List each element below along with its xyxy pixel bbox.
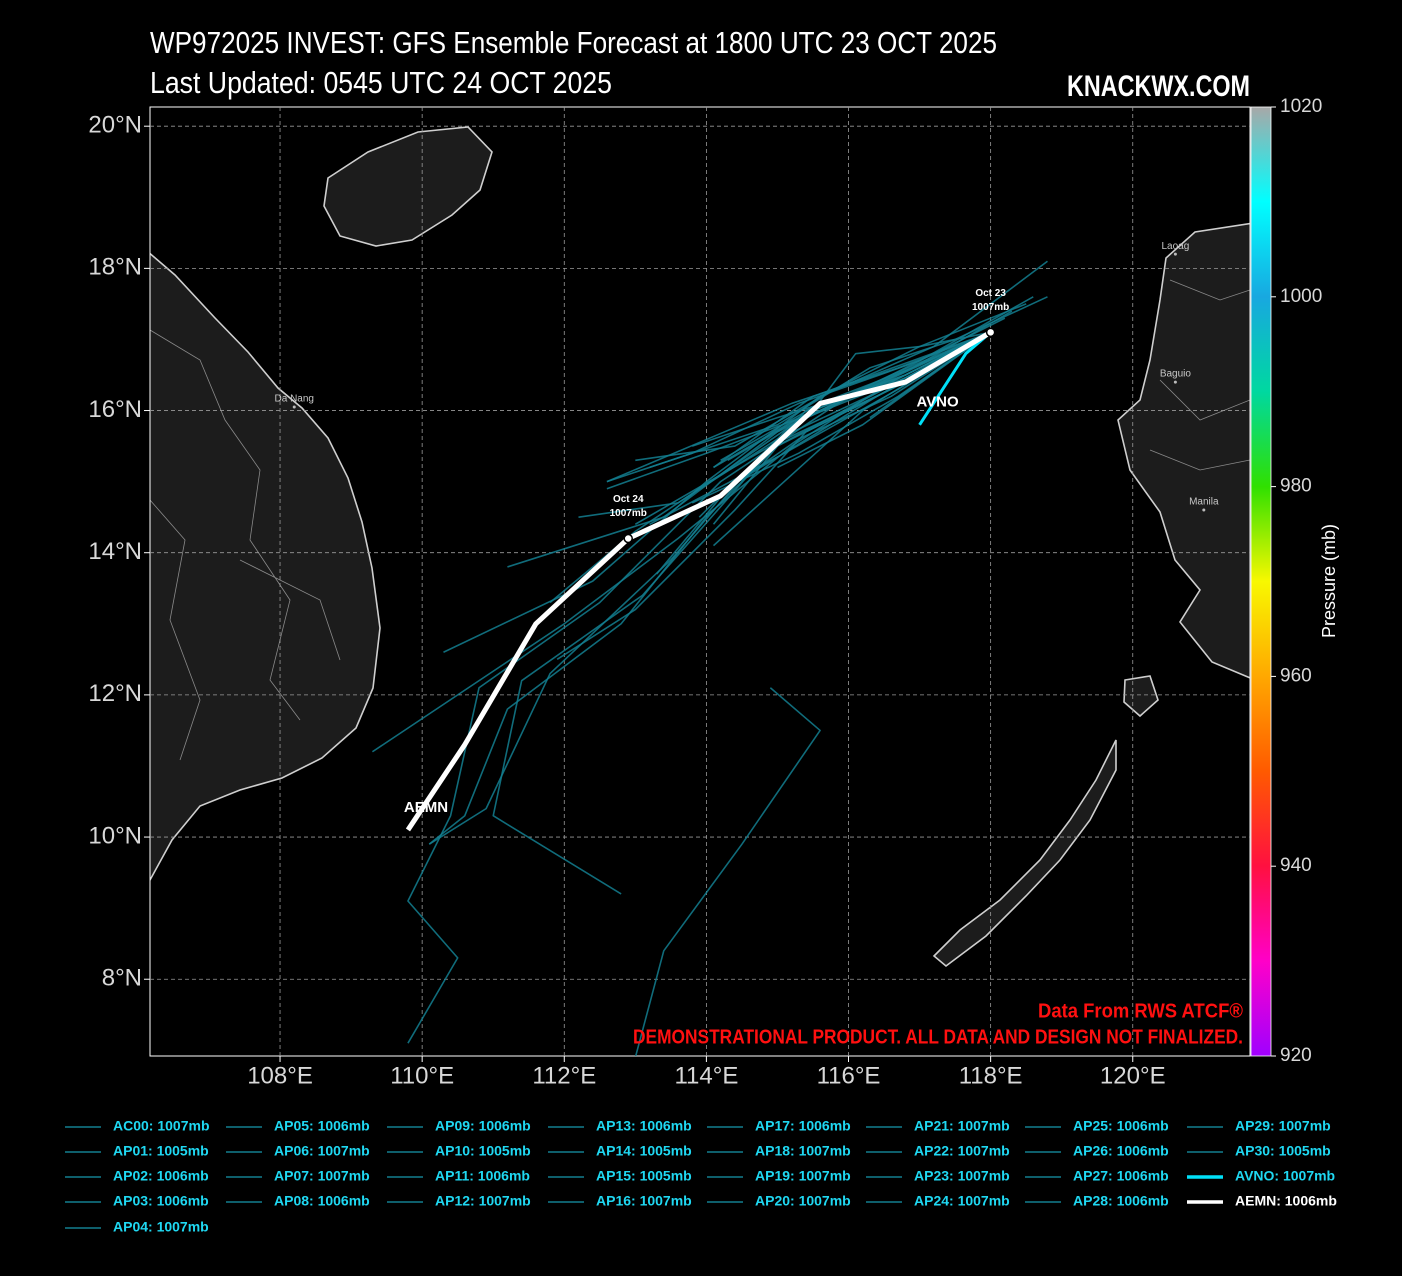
x-tick-label: 116°E	[817, 1062, 881, 1089]
track	[691, 331, 992, 504]
legend-label: AP21: 1007mb	[914, 1118, 1010, 1134]
legend-label: AP10: 1005mb	[435, 1143, 531, 1159]
legend-label: AP29: 1007mb	[1235, 1118, 1331, 1134]
land-palawan	[932, 739, 1117, 968]
track	[727, 331, 991, 461]
legend-label: AP02: 1006mb	[113, 1168, 209, 1184]
track-label: AVNO	[916, 394, 959, 411]
y-tick-label: 8°N	[102, 965, 142, 992]
x-tick-label: 114°E	[674, 1062, 738, 1089]
colorbar-label: Pressure (mb)	[1319, 524, 1339, 638]
track	[405, 330, 992, 832]
plot-frame	[149, 106, 1251, 1057]
legend-label: AP14: 1005mb	[596, 1143, 692, 1159]
date-marker	[623, 533, 633, 544]
land-mindoro	[1123, 675, 1159, 718]
marker-pressure: 1007mb	[610, 508, 647, 519]
city-dot	[1202, 508, 1206, 512]
legend-label: AVNO: 1007mb	[1235, 1168, 1335, 1184]
city-label: Baguio	[1160, 369, 1192, 380]
legend-label: AP12: 1007mb	[435, 1193, 531, 1209]
legend-label: AP16: 1007mb	[596, 1193, 692, 1209]
legend-label: AP20: 1007mb	[755, 1193, 851, 1209]
tracks	[371, 260, 1048, 1056]
x-tick-label: 112°E	[532, 1062, 596, 1089]
x-tick-label: 120°E	[1100, 1062, 1166, 1089]
track-label: AEMN	[404, 799, 448, 816]
colorbar-tick-label: 920	[1280, 1045, 1312, 1066]
city-label: Manila	[1189, 497, 1219, 508]
brand: KNACKWX.COM	[1067, 70, 1250, 103]
colorbar-tick-label: 1020	[1280, 96, 1322, 117]
legend-label: AP15: 1005mb	[596, 1168, 692, 1184]
legend-label: AP17: 1006mb	[755, 1118, 851, 1134]
colorbar	[1250, 106, 1272, 1057]
date-marker	[985, 327, 996, 338]
y-tick-label: 18°N	[88, 254, 142, 281]
colorbar-tick-label: 960	[1280, 665, 1312, 686]
legend-label: AP25: 1006mb	[1073, 1118, 1169, 1134]
legend-label: AP08: 1006mb	[274, 1193, 370, 1209]
x-tick-label: 110°E	[390, 1062, 454, 1089]
source-note: Data From RWS ATCF®	[1038, 1000, 1243, 1022]
legend-label: AP26: 1006mb	[1073, 1143, 1169, 1159]
y-tick-label: 10°N	[88, 822, 142, 849]
legend-label: AP07: 1007mb	[274, 1168, 370, 1184]
city-label: Laoag	[1161, 241, 1189, 252]
track	[634, 687, 821, 1056]
city-dot	[292, 405, 296, 409]
colorbar-tick-label: 980	[1280, 476, 1312, 497]
city-dot	[1173, 252, 1177, 256]
grid	[150, 107, 1250, 1056]
land-luzon	[1117, 222, 1250, 679]
track	[407, 331, 991, 1044]
marker-date: Oct 23	[975, 288, 1006, 299]
x-tick-label: 108°E	[247, 1062, 313, 1089]
colorbar-tick-label: 940	[1280, 855, 1312, 876]
track	[713, 331, 991, 469]
legend-label: AP01: 1005mb	[113, 1143, 209, 1159]
legend-label: AEMN: 1006mb	[1235, 1193, 1337, 1209]
legend-label: AP23: 1007mb	[914, 1168, 1010, 1184]
land-borders-luzon	[1149, 279, 1250, 471]
y-tick-label: 20°N	[88, 112, 142, 139]
chart-subtitle: Last Updated: 0545 UTC 24 OCT 2025	[150, 65, 612, 100]
legend-label: AP11: 1006mb	[435, 1168, 530, 1184]
legend-label: AP22: 1007mb	[914, 1143, 1010, 1159]
marker-date: Oct 24	[613, 494, 644, 505]
legend-label: AP18: 1007mb	[755, 1143, 851, 1159]
land-borders	[150, 329, 341, 761]
legend-label: AP13: 1006mb	[596, 1118, 692, 1134]
colorbar-tick-label: 1000	[1280, 286, 1322, 307]
city-label: Da Nang	[275, 394, 314, 405]
legend-label: AC00: 1007mb	[113, 1118, 210, 1134]
legend-label: AP06: 1007mb	[274, 1143, 370, 1159]
legend-label: AP09: 1006mb	[435, 1118, 531, 1134]
legend-label: AP24: 1007mb	[914, 1193, 1010, 1209]
x-tick-label: 118°E	[959, 1062, 1023, 1089]
legend-label: AP30: 1005mb	[1235, 1143, 1331, 1159]
y-tick-label: 16°N	[88, 396, 142, 423]
y-tick-label: 14°N	[88, 538, 142, 565]
land-hainan	[323, 126, 493, 247]
legend-label: AP27: 1006mb	[1073, 1168, 1169, 1184]
disclaimer: DEMONSTRATIONAL PRODUCT. ALL DATA AND DE…	[633, 1026, 1243, 1048]
marker-pressure: 1007mb	[972, 302, 1009, 313]
y-tick-label: 12°N	[88, 680, 142, 707]
legend-label: AP28: 1006mb	[1073, 1193, 1169, 1209]
legend-label: AP04: 1007mb	[113, 1219, 209, 1235]
legend-label: AP19: 1007mb	[755, 1168, 851, 1184]
legend-label: AP05: 1006mb	[274, 1118, 370, 1134]
legend-label: AP03: 1006mb	[113, 1193, 209, 1209]
chart-title: WP972025 INVEST: GFS Ensemble Forecast a…	[150, 25, 997, 60]
city-dot	[1173, 380, 1177, 384]
